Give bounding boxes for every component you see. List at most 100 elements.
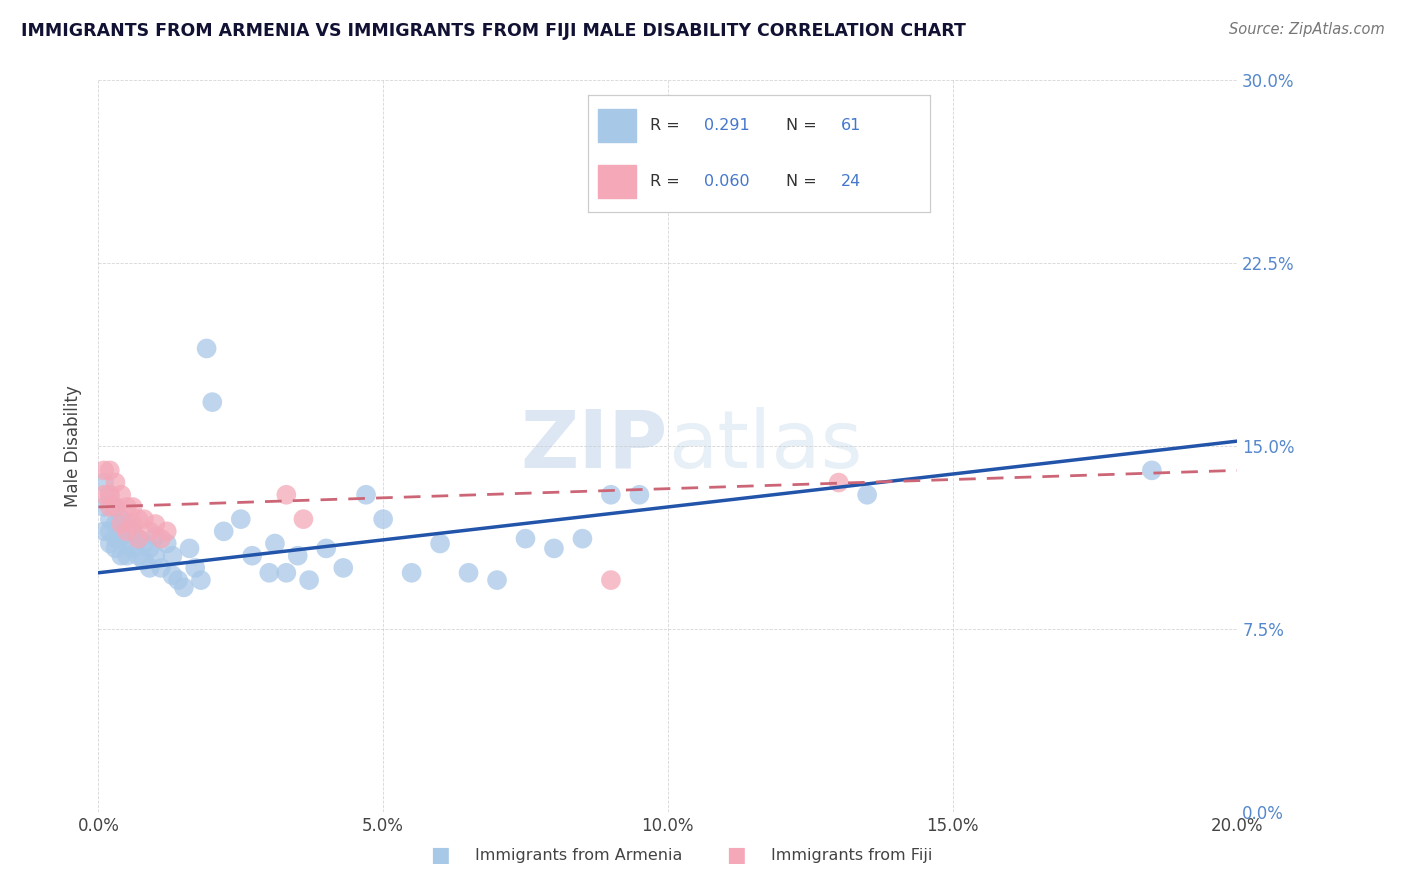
Point: [115, 549, 138, 563]
Y-axis label: Male Disability: Male Disability: [65, 385, 83, 507]
Point: [457, 566, 479, 580]
Point: [104, 500, 127, 514]
Point: [287, 549, 309, 563]
Point: [628, 488, 651, 502]
Point: [276, 488, 298, 502]
Point: [195, 342, 218, 356]
Point: [373, 512, 395, 526]
Point: [162, 549, 184, 563]
Point: [127, 532, 149, 546]
Point: [1140, 463, 1163, 477]
Point: [138, 561, 160, 575]
Point: [104, 516, 127, 531]
Point: [190, 573, 212, 587]
Text: ■: ■: [430, 846, 450, 865]
Point: [150, 532, 173, 546]
Text: 0.291: 0.291: [704, 118, 749, 133]
Point: [145, 529, 167, 543]
Text: N =: N =: [786, 174, 817, 189]
Point: [132, 553, 155, 567]
Point: [138, 541, 160, 556]
Point: [93, 463, 115, 477]
Text: ■: ■: [727, 846, 747, 865]
Point: [184, 561, 207, 575]
Point: [132, 512, 155, 526]
Text: 0.060: 0.060: [704, 174, 749, 189]
Point: [132, 536, 155, 550]
Text: N =: N =: [786, 118, 817, 133]
Point: [179, 541, 201, 556]
Point: [315, 541, 337, 556]
Point: [104, 475, 127, 490]
Text: Immigrants from Fiji: Immigrants from Fiji: [772, 848, 932, 863]
Point: [429, 536, 451, 550]
Text: Source: ZipAtlas.com: Source: ZipAtlas.com: [1229, 22, 1385, 37]
Point: [401, 566, 423, 580]
Point: [486, 573, 509, 587]
Point: [98, 500, 121, 514]
Point: [98, 536, 121, 550]
Point: [121, 524, 143, 539]
Point: [292, 512, 315, 526]
Bar: [599, 165, 636, 198]
Point: [856, 488, 879, 502]
Point: [298, 573, 321, 587]
Point: [145, 516, 167, 531]
Point: [162, 568, 184, 582]
Point: [98, 488, 121, 502]
Point: [173, 581, 195, 595]
Point: [332, 561, 354, 575]
Point: [156, 536, 179, 550]
Point: [115, 500, 138, 514]
Point: [98, 524, 121, 539]
Point: [104, 532, 127, 546]
Point: [110, 549, 132, 563]
Text: R =: R =: [650, 174, 679, 189]
Point: [515, 532, 537, 546]
Point: [93, 524, 115, 539]
Point: [93, 488, 115, 502]
Point: [98, 463, 121, 477]
Point: [121, 541, 143, 556]
Point: [600, 573, 623, 587]
Point: [167, 573, 190, 587]
Point: [240, 549, 263, 563]
Bar: [599, 109, 636, 142]
Point: [264, 536, 287, 550]
Text: 61: 61: [841, 118, 862, 133]
Point: [229, 512, 252, 526]
Point: [115, 524, 138, 539]
Point: [110, 529, 132, 543]
Point: [121, 500, 143, 514]
Point: [156, 524, 179, 539]
Text: R =: R =: [650, 118, 679, 133]
Point: [127, 532, 149, 546]
Point: [115, 516, 138, 531]
Point: [98, 512, 121, 526]
Point: [212, 524, 235, 539]
Point: [276, 566, 298, 580]
Text: IMMIGRANTS FROM ARMENIA VS IMMIGRANTS FROM FIJI MALE DISABILITY CORRELATION CHAR: IMMIGRANTS FROM ARMENIA VS IMMIGRANTS FR…: [21, 22, 966, 40]
Point: [104, 541, 127, 556]
Point: [98, 488, 121, 502]
Point: [138, 524, 160, 539]
Point: [93, 500, 115, 514]
Point: [104, 500, 127, 514]
Point: [121, 516, 143, 531]
Point: [354, 488, 377, 502]
Point: [201, 395, 224, 409]
Text: 24: 24: [841, 174, 862, 189]
Text: atlas: atlas: [668, 407, 862, 485]
Point: [110, 512, 132, 526]
Point: [259, 566, 281, 580]
Point: [110, 516, 132, 531]
Point: [127, 512, 149, 526]
Text: ZIP: ZIP: [520, 407, 668, 485]
Point: [145, 549, 167, 563]
Point: [571, 532, 593, 546]
Point: [828, 475, 851, 490]
Point: [150, 561, 173, 575]
Point: [127, 549, 149, 563]
Point: [600, 488, 623, 502]
Point: [110, 488, 132, 502]
